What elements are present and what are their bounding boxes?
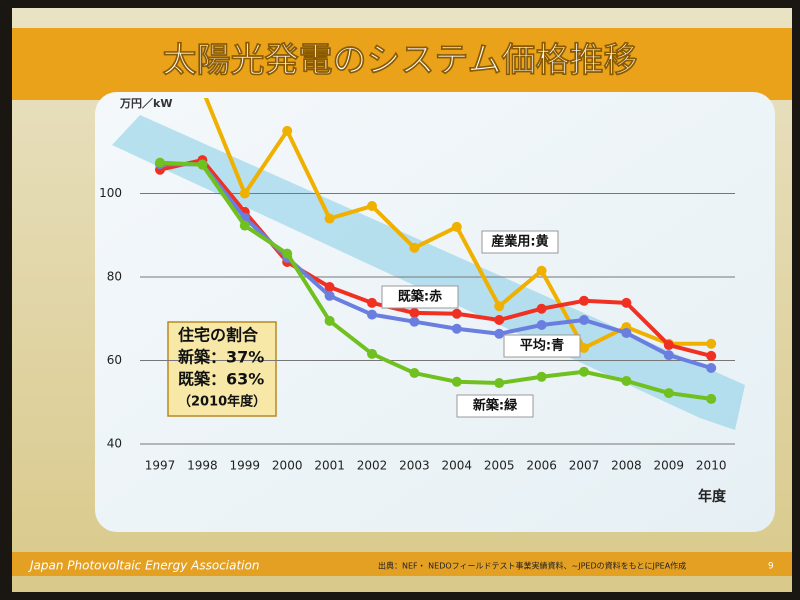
x-tick-label: 1998 <box>187 459 218 473</box>
x-tick-label: 2003 <box>399 459 430 473</box>
data-point <box>621 297 632 308</box>
series-line <box>159 158 712 358</box>
data-point <box>663 388 674 399</box>
x-tick-label: 2010 <box>696 459 727 473</box>
x-tick-label: 2006 <box>526 459 557 473</box>
data-point <box>621 327 632 338</box>
x-tick-label: 1999 <box>230 459 261 473</box>
plot-area <box>140 98 735 445</box>
data-point <box>239 188 250 199</box>
data-point <box>706 393 717 404</box>
data-point <box>367 201 377 212</box>
data-point <box>706 363 717 374</box>
y-tick-label: 60 <box>107 353 122 367</box>
organization: Japan Photovoltaic Energy Association <box>28 559 259 573</box>
data-point <box>409 242 420 253</box>
title-bar <box>12 28 792 100</box>
data-point <box>409 316 420 327</box>
y-tick-label: 40 <box>107 437 122 451</box>
x-tick-label: 2002 <box>357 459 388 473</box>
chart-title: 太陽光発電のシステム価格推移 <box>163 41 638 81</box>
data-point <box>367 297 377 308</box>
data-point <box>324 315 335 326</box>
annotation-text: （2010年度） <box>178 394 266 410</box>
legend-label: 既築:赤 <box>398 289 442 305</box>
y-axis-label: 万円／kW <box>119 97 172 110</box>
data-point <box>706 338 717 349</box>
x-tick-label: 2004 <box>442 459 473 473</box>
data-point <box>155 157 165 168</box>
data-point <box>409 368 420 379</box>
series-line <box>160 162 712 370</box>
legend-label: 産業用:黄 <box>491 234 548 250</box>
data-point <box>239 220 250 231</box>
data-point <box>197 159 208 170</box>
x-axis-label: 年度 <box>698 488 727 505</box>
legend-box <box>456 394 534 418</box>
data-point <box>579 315 589 326</box>
page-number: 9 <box>768 562 774 572</box>
data-point <box>663 340 674 351</box>
data-point <box>451 221 462 232</box>
annotation-frame <box>167 321 277 417</box>
annotation-box <box>167 321 277 417</box>
x-tick-label: 2000 <box>272 459 303 473</box>
x-tick-label: 2007 <box>569 459 600 473</box>
annotation-text: 既築：63% <box>178 370 264 389</box>
series-line <box>159 160 712 401</box>
data-point <box>536 371 547 382</box>
data-point <box>536 320 547 331</box>
data-point <box>324 290 335 301</box>
annotation-text: 新築：37% <box>178 348 264 367</box>
footer-bar <box>12 552 792 576</box>
data-point <box>451 308 462 319</box>
x-tick-label: 2009 <box>654 459 685 473</box>
data-point <box>663 350 674 361</box>
data-point <box>409 307 420 318</box>
data-point <box>621 375 632 386</box>
legend-box <box>481 230 559 254</box>
data-point <box>367 348 377 359</box>
data-point <box>494 301 505 312</box>
data-point <box>324 213 335 224</box>
data-point <box>579 342 589 353</box>
data-point <box>579 295 589 306</box>
x-tick-label: 2008 <box>611 459 642 473</box>
x-tick-label: 2001 <box>314 459 345 473</box>
data-point <box>282 248 293 259</box>
data-point <box>706 350 717 361</box>
data-point <box>494 328 505 339</box>
data-point <box>494 378 505 389</box>
legend-box <box>503 334 581 358</box>
data-point <box>451 376 462 387</box>
legend-box <box>381 285 459 309</box>
data-point <box>536 303 547 314</box>
data-point <box>536 265 547 276</box>
x-tick-label: 1997 <box>145 459 176 473</box>
data-point <box>324 282 335 293</box>
x-tick-label: 2005 <box>484 459 515 473</box>
y-tick-label: 80 <box>107 270 122 284</box>
data-point <box>451 323 462 334</box>
y-tick-label: 100 <box>99 186 122 200</box>
annotation-text: 住宅の割合 <box>178 326 259 345</box>
data-point <box>282 125 293 136</box>
data-point <box>579 366 589 377</box>
legend-label: 新築:緑 <box>473 398 518 414</box>
data-point <box>367 309 377 320</box>
source-note: 出典：NEF・ NEDOフィールドテスト事業実績資料、~JPEDの資料をもとにJ… <box>378 561 686 571</box>
legend-label: 平均:青 <box>520 338 564 354</box>
data-point <box>494 315 505 326</box>
